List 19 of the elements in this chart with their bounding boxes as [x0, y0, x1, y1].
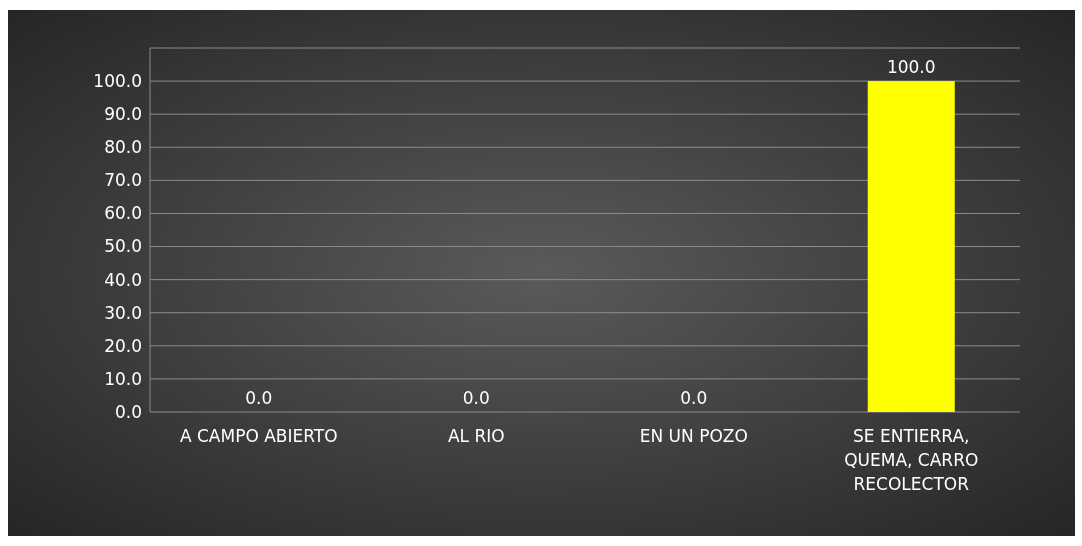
y-tick-label: 30.0 [104, 302, 142, 323]
data-label: 100.0 [886, 57, 936, 78]
y-tick-label: 0.0 [114, 401, 142, 422]
data-label: 0.0 [680, 388, 708, 408]
x-tick-label: EN UN POZO [639, 426, 748, 446]
y-tick-label: 10.0 [104, 368, 142, 389]
y-tick-label: 80.0 [104, 137, 142, 158]
y-tick-label: 100.0 [93, 71, 142, 92]
data-label: 0.0 [462, 388, 490, 408]
y-tick-label: 20.0 [104, 335, 142, 356]
y-tick-label: 60.0 [104, 203, 142, 224]
y-tick-label: 50.0 [104, 236, 142, 257]
data-label: 0.0 [245, 388, 273, 408]
x-tick-label: AL RIO [447, 426, 505, 446]
x-tick-label: A CAMPO ABIERTO [179, 426, 338, 446]
x-tick-label: SE ENTIERRA, QUEMA, CARRO RECOLECTOR [844, 426, 979, 494]
y-tick-label: 70.0 [104, 170, 142, 191]
y-tick-label: 40.0 [104, 269, 142, 290]
y-tick-label: 90.0 [104, 104, 142, 125]
